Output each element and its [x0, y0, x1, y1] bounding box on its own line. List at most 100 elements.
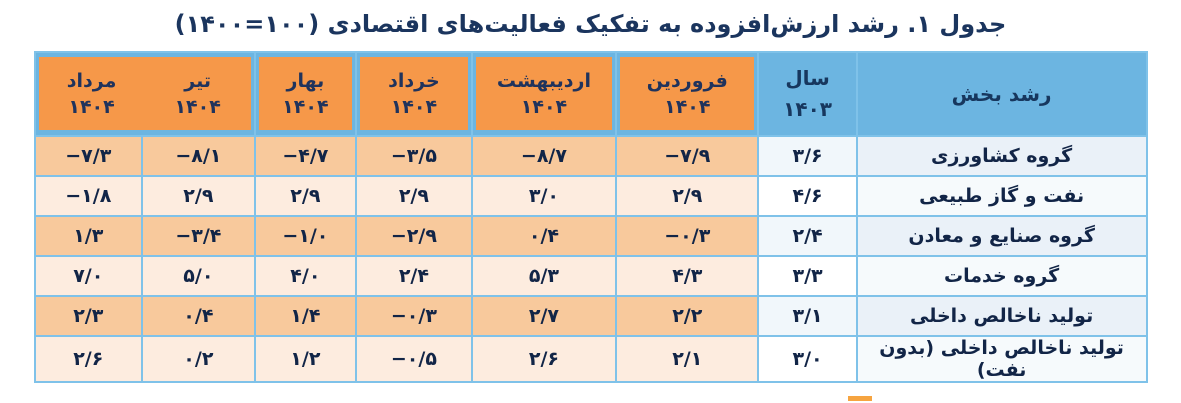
- cell-value: ۳/۱: [792, 305, 823, 327]
- cell-value: ۲/۱: [672, 348, 703, 370]
- mordad-cell: −۷/۳: [33, 135, 144, 177]
- cell-value: ۴/۶: [792, 185, 823, 207]
- khordad-cell: −۳/۵: [355, 135, 473, 177]
- cell-value: −۲/۹: [390, 225, 437, 247]
- cell-value: −۸/۷: [520, 145, 567, 167]
- cell-value: −۸/۱: [175, 145, 222, 167]
- year-cell: ۴/۶: [757, 175, 858, 217]
- mordad-cell: ۷/۰: [33, 255, 144, 297]
- month-box: اردیبهشت ۱۴۰۴: [475, 57, 613, 130]
- cell-value: ۲/۶: [528, 348, 559, 370]
- cell-value: ۳/۳: [792, 265, 823, 287]
- farvardin-cell: ۲/۱: [615, 335, 760, 383]
- table-row-industry-mining: گروه صنایع و معادن ۲/۴ −۰/۳ ۰/۴ −۲/۹ −۱/…: [33, 215, 1148, 257]
- month-name: تیر: [184, 69, 211, 92]
- row-label: تولید ناخالص داخلی (بدون نفت): [855, 335, 1148, 383]
- cell-value: ۷/۰: [73, 265, 104, 287]
- tir-cell: ۰/۲: [141, 335, 256, 383]
- header-month-ordibehesht: اردیبهشت ۱۴۰۴: [470, 51, 618, 137]
- table-row-agriculture: گروه کشاورزی ۳/۶ −۷/۹ −۸/۷ −۳/۵ −۴/۷ −۸/…: [33, 135, 1148, 177]
- bahar-cell: ۲/۹: [253, 175, 358, 217]
- month-name: بهار: [286, 69, 325, 92]
- cell-value: ۱/۳: [73, 225, 104, 247]
- cell-value: ۲/۹: [398, 185, 429, 207]
- bahar-cell: ۱/۲: [253, 335, 358, 383]
- cell-value: ۲/۷: [528, 305, 559, 327]
- farvardin-cell: ۲/۹: [615, 175, 760, 217]
- header-month-bahar: بهار ۱۴۰۴: [253, 51, 358, 137]
- header-month-farvardin: فروردین ۱۴۰۴: [615, 51, 760, 137]
- ordibehesht-cell: ۲/۶: [470, 335, 618, 383]
- cell-value: ۲/۲: [672, 305, 703, 327]
- year-cell: ۳/۶: [757, 135, 858, 177]
- cell-value: ۴/۳: [672, 265, 703, 287]
- header-row: رشد بخش سال ۱۴۰۳ فروردین ۱۴۰۴ اردیبهشت ۱…: [33, 51, 1148, 137]
- farvardin-cell: ۴/۳: [615, 255, 760, 297]
- row-label: گروه کشاورزی: [855, 135, 1148, 177]
- month-name: خرداد: [388, 69, 440, 92]
- header-sector: رشد بخش: [855, 51, 1148, 137]
- cell-value: −۷/۳: [65, 145, 112, 167]
- mordad-cell: −۱/۸: [33, 175, 144, 217]
- month-year: ۱۴۰۴: [520, 95, 568, 118]
- farvardin-cell: −۰/۳: [615, 215, 760, 257]
- month-box: خرداد ۱۴۰۴: [360, 57, 468, 130]
- mordad-cell: ۲/۳: [33, 295, 144, 337]
- row-label: تولید ناخالص داخلی: [855, 295, 1148, 337]
- header-month-khordad: خرداد ۱۴۰۴: [355, 51, 473, 137]
- bahar-cell: −۱/۰: [253, 215, 358, 257]
- year-cell: ۳/۱: [757, 295, 858, 337]
- header-year-value: ۱۴۰۳: [783, 97, 832, 121]
- month-box: فروردین ۱۴۰۴: [620, 57, 755, 130]
- cell-value: ۲/۶: [73, 348, 104, 370]
- month-name: فروردین: [646, 69, 728, 92]
- cell-value: −۱/۸: [65, 185, 112, 207]
- cell-value: ۲/۹: [183, 185, 214, 207]
- ordibehesht-cell: ۵/۳: [470, 255, 618, 297]
- header-year-label: سال: [785, 66, 830, 90]
- cell-value: −۴/۷: [282, 145, 329, 167]
- scan-artifact: [848, 396, 872, 401]
- khordad-cell: ۲/۴: [355, 255, 473, 297]
- cell-value: −۱/۰: [282, 225, 329, 247]
- cell-value: ۳/۶: [792, 145, 823, 167]
- cell-value: ۲/۹: [672, 185, 703, 207]
- bahar-cell: ۴/۰: [253, 255, 358, 297]
- month-box: بهار ۱۴۰۴: [258, 57, 353, 130]
- month-name: مرداد: [66, 69, 117, 92]
- tir-cell: ۲/۹: [141, 175, 256, 217]
- page-title: جدول ۱. رشد ارزش‌افزوده به تفکیک فعالیت‌…: [174, 10, 1007, 38]
- month-year: ۱۴۰۴: [174, 95, 221, 118]
- month-name: اردیبهشت: [496, 69, 591, 92]
- farvardin-cell: −۷/۹: [615, 135, 760, 177]
- header-year: سال ۱۴۰۳: [757, 51, 858, 137]
- ordibehesht-cell: −۸/۷: [470, 135, 618, 177]
- table-row-gdp: تولید ناخالص داخلی ۳/۱ ۲/۲ ۲/۷ −۰/۳ ۱/۴ …: [33, 295, 1148, 337]
- table-row-gdp-non-oil: تولید ناخالص داخلی (بدون نفت) ۳/۰ ۲/۱ ۲/…: [33, 335, 1148, 383]
- cell-value: ۱/۴: [290, 305, 321, 327]
- year-cell: ۳/۳: [757, 255, 858, 297]
- cell-value: −۰/۵: [390, 348, 437, 370]
- cell-value: ۲/۹: [290, 185, 321, 207]
- month-year: ۱۴۰۴: [664, 95, 711, 118]
- khordad-cell: −۲/۹: [355, 215, 473, 257]
- tir-cell: ۵/۰: [141, 255, 256, 297]
- farvardin-cell: ۲/۲: [615, 295, 760, 337]
- cell-value: −۳/۴: [175, 225, 222, 247]
- bahar-cell: −۴/۷: [253, 135, 358, 177]
- khordad-cell: −۰/۵: [355, 335, 473, 383]
- row-label: گروه صنایع و معادن: [855, 215, 1148, 257]
- mordad-cell: ۲/۶: [33, 335, 144, 383]
- cell-value: ۵/۰: [183, 265, 214, 287]
- cell-value: ۰/۲: [183, 348, 214, 370]
- tir-cell: ۰/۴: [141, 295, 256, 337]
- header-month-tir-mordad: تیر ۱۴۰۴ مرداد ۱۴۰۴: [33, 51, 256, 137]
- mordad-cell: ۱/۳: [33, 215, 144, 257]
- table-row-services: گروه خدمات ۳/۳ ۴/۳ ۵/۳ ۲/۴ ۴/۰ ۵/۰ ۷/۰: [33, 255, 1148, 297]
- cell-value: −۰/۳: [664, 225, 711, 247]
- tir-cell: −۳/۴: [141, 215, 256, 257]
- header-month-tir: تیر ۱۴۰۴: [145, 57, 251, 130]
- cell-value: ۱/۲: [290, 348, 321, 370]
- bahar-cell: ۱/۴: [253, 295, 358, 337]
- cell-value: ۵/۳: [528, 265, 559, 287]
